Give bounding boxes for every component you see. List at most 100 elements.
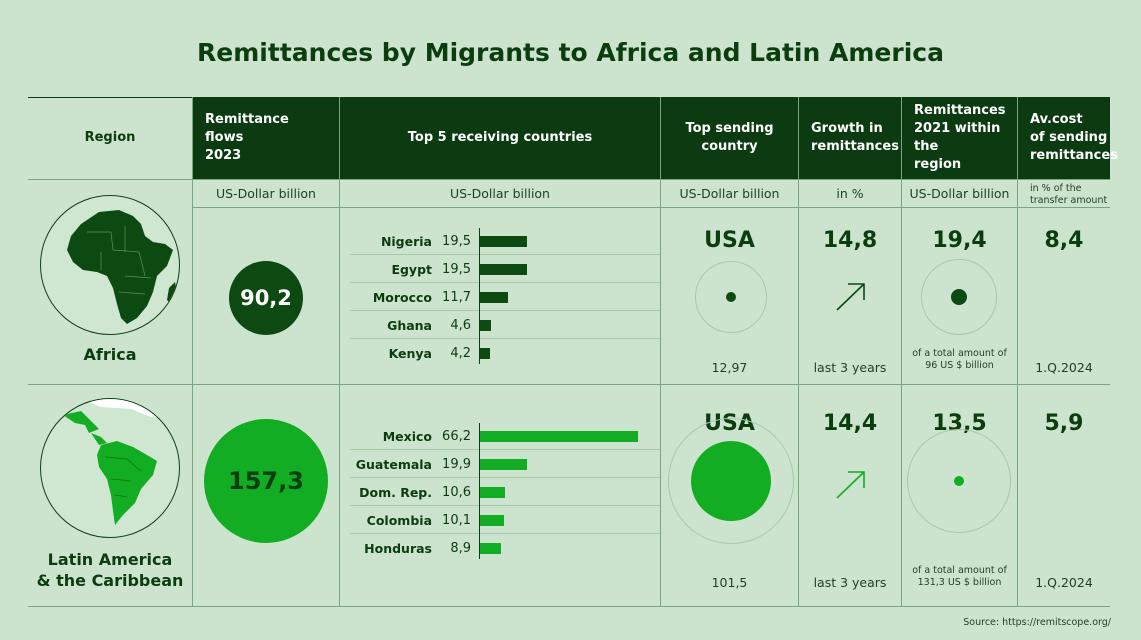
header-region: Region [28,97,192,179]
bar [480,320,491,331]
africa-within: 19,4 [932,228,987,253]
unit-cost: in % of the transfer amount [1018,180,1110,207]
bar-category-label: Mexico [382,429,432,444]
grid-line [28,97,1110,98]
africa-within-dot [951,289,967,305]
latam-sending-value: 101,5 [711,575,748,590]
region-name-latin-america: Latin America & the Caribbean [28,549,192,591]
region-name-africa: Africa [83,345,137,364]
row-divider [350,254,660,255]
latam-within-note: of a total amount of 131,3 US $ billion [902,565,1017,589]
grid-line [339,97,340,607]
unit-flows: US-Dollar billion [216,186,316,201]
header-cost: Av.cost of sending remittances [1018,97,1118,179]
grid-line [798,97,799,607]
africa-sending-ring [695,261,767,333]
africa-within-note1: of a total amount of [912,348,1007,359]
chart-title: Remittances by Migrants to Africa and La… [197,38,944,67]
africa-sending-country: USA [704,228,755,253]
grid-line [192,97,193,607]
bar-category-label: Nigeria [380,234,432,249]
bar-value-label: 19,5 [442,234,471,249]
bar-value-label: 8,9 [450,541,471,556]
latam-growth-period: last 3 years [813,575,887,590]
latin-america-globe-icon [40,398,180,538]
unit-within: US-Dollar billion [909,186,1010,201]
latam-growth: 14,4 [822,411,878,436]
bar-value-label: 66,2 [442,429,471,444]
bar-value-label: 10,1 [442,513,471,528]
bar-value-label: 10,6 [442,485,471,500]
unit-cost-line2: transfer amount [1030,195,1108,206]
arrow-up-right-icon [836,283,865,311]
header-sending: Top sending country [661,97,798,179]
row-divider [350,310,660,311]
africa-within-ring [921,259,997,335]
bar-category-label: Ghana [387,318,432,333]
row-divider [350,477,660,478]
region-name-line1: Latin America [47,550,173,569]
region-name-line2: & the Caribbean [36,571,184,590]
africa-growth-period: last 3 years [813,360,887,375]
bar-value-label: 4,6 [450,318,471,333]
arrow-up-right-icon [836,471,865,499]
grid-line [1017,97,1018,607]
bar [480,292,508,303]
bar [480,487,505,498]
latam-within-dot [954,476,964,486]
latam-cost: 5,9 [1044,411,1084,436]
latam-sending-ring [668,418,794,544]
row-divider [350,282,660,283]
bar-category-label: Egypt [391,262,432,277]
africa-flow-value: 90,2 [240,286,292,310]
bar [480,431,638,442]
bar [480,236,527,247]
grid-line [28,179,1110,180]
row-divider [350,449,660,450]
row-divider [350,533,660,534]
header-within: Remittances 2021 within the region [902,97,1017,179]
latam-within-note2: 131,3 US $ billion [917,577,1002,588]
latam-flow-value: 157,3 [228,467,304,495]
bar-value-label: 4,2 [450,346,471,361]
grid-line [193,207,1110,208]
header-top5: Top 5 receiving countries [340,97,660,179]
bar-category-label: Kenya [388,346,432,361]
header-growth: Growth in remittances [799,97,901,179]
africa-within-note2: 96 US $ billion [925,360,994,371]
latam-cost-period: 1.Q.2024 [1035,575,1093,590]
latam-sending-dot [691,441,771,521]
grid-line [660,97,661,607]
latam-flow-circle: 157,3 [204,419,328,543]
latam-within-ring [907,429,1011,533]
unit-cost-line1: in % of the [1030,183,1082,194]
africa-cost-period: 1.Q.2024 [1035,360,1093,375]
africa-globe-icon [40,195,180,335]
bar-category-label: Morocco [372,290,432,305]
bar-value-label: 19,5 [442,262,471,277]
africa-flow-circle: 90,2 [229,261,303,335]
bar-category-label: Guatemala [355,457,432,472]
grid-line [28,384,1110,385]
unit-top5: US-Dollar billion [450,186,550,201]
unit-sending: US-Dollar billion [679,186,780,201]
bar [480,264,527,275]
bar-value-label: 19,9 [442,457,471,472]
bar-value-label: 11,7 [442,290,471,305]
row-divider [350,505,660,506]
unit-growth: in % [836,186,864,201]
bar [480,459,527,470]
bar-category-label: Honduras [364,541,432,556]
bar-axis [479,423,480,559]
africa-growth: 14,8 [822,228,878,253]
africa-sending-value: 12,97 [711,360,748,375]
bar [480,543,501,554]
africa-sending-dot [726,292,736,302]
bar-category-label: Colombia [366,513,432,528]
bar [480,515,504,526]
africa-within-note: of a total amount of 96 US $ billion [902,348,1017,372]
latam-within-note1: of a total amount of [912,565,1007,576]
grid-line [28,606,1110,607]
bar [480,348,490,359]
bar-axis [479,228,480,364]
